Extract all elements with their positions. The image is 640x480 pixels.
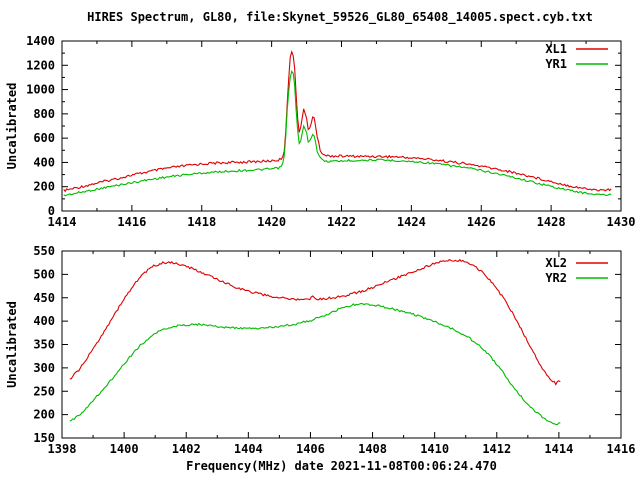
y-tick-label: 350 <box>33 338 55 352</box>
y-axis-label: Uncalibrated <box>5 301 19 388</box>
y-tick-label: 450 <box>33 291 55 305</box>
y-tick-label: 250 <box>33 384 55 398</box>
x-tick-label: 1406 <box>296 442 325 456</box>
x-tick-label: 1424 <box>397 215 426 229</box>
x-tick-label: 1398 <box>48 442 77 456</box>
legend-label-YR1: YR1 <box>545 57 567 71</box>
x-tick-label: 1428 <box>537 215 566 229</box>
y-tick-label: 1200 <box>26 58 55 72</box>
y-tick-label: 200 <box>33 408 55 422</box>
y-tick-label: 1400 <box>26 34 55 48</box>
y-tick-label: 600 <box>33 131 55 145</box>
x-axis-label: Frequency(MHz) date 2021-11-08T00:06:24.… <box>186 459 497 473</box>
series-XL2 <box>69 258 561 386</box>
x-tick-label: 1416 <box>117 215 146 229</box>
x-tick-label: 1404 <box>234 442 263 456</box>
y-tick-label: 150 <box>33 431 55 445</box>
x-tick-label: 1412 <box>482 442 511 456</box>
y-tick-label: 500 <box>33 267 55 281</box>
chart-title: HIRES Spectrum, GL80, file:Skynet_59526_… <box>87 10 593 24</box>
x-tick-label: 1408 <box>358 442 387 456</box>
x-tick-label: 1416 <box>607 442 636 456</box>
y-tick-label: 200 <box>33 180 55 194</box>
y-tick-label: 0 <box>48 204 55 218</box>
x-tick-label: 1430 <box>607 215 636 229</box>
y-tick-label: 300 <box>33 361 55 375</box>
plot-frame <box>61 250 622 439</box>
y-tick-label: 800 <box>33 107 55 121</box>
y-tick-label: 400 <box>33 155 55 169</box>
legend-label-XL1: XL1 <box>545 42 567 56</box>
series-YR1 <box>63 70 612 197</box>
x-tick-label: 1420 <box>257 215 286 229</box>
legend-label-XL2: XL2 <box>545 256 567 270</box>
series-YR2 <box>69 302 561 426</box>
y-axis-label: Uncalibrated <box>5 83 19 170</box>
y-tick-label: 1000 <box>26 83 55 97</box>
x-tick-label: 1418 <box>187 215 216 229</box>
legend-label-YR2: YR2 <box>545 271 567 285</box>
series-XL1 <box>63 50 612 193</box>
y-tick-label: 400 <box>33 314 55 328</box>
x-tick-label: 1426 <box>467 215 496 229</box>
y-tick-label: 550 <box>33 244 55 258</box>
x-tick-label: 1400 <box>110 442 139 456</box>
plot-frame <box>61 40 622 212</box>
x-tick-label: 1402 <box>172 442 201 456</box>
x-tick-label: 1422 <box>327 215 356 229</box>
x-tick-label: 1410 <box>420 442 449 456</box>
x-tick-label: 1414 <box>544 442 573 456</box>
x-tick-label: 1414 <box>48 215 77 229</box>
